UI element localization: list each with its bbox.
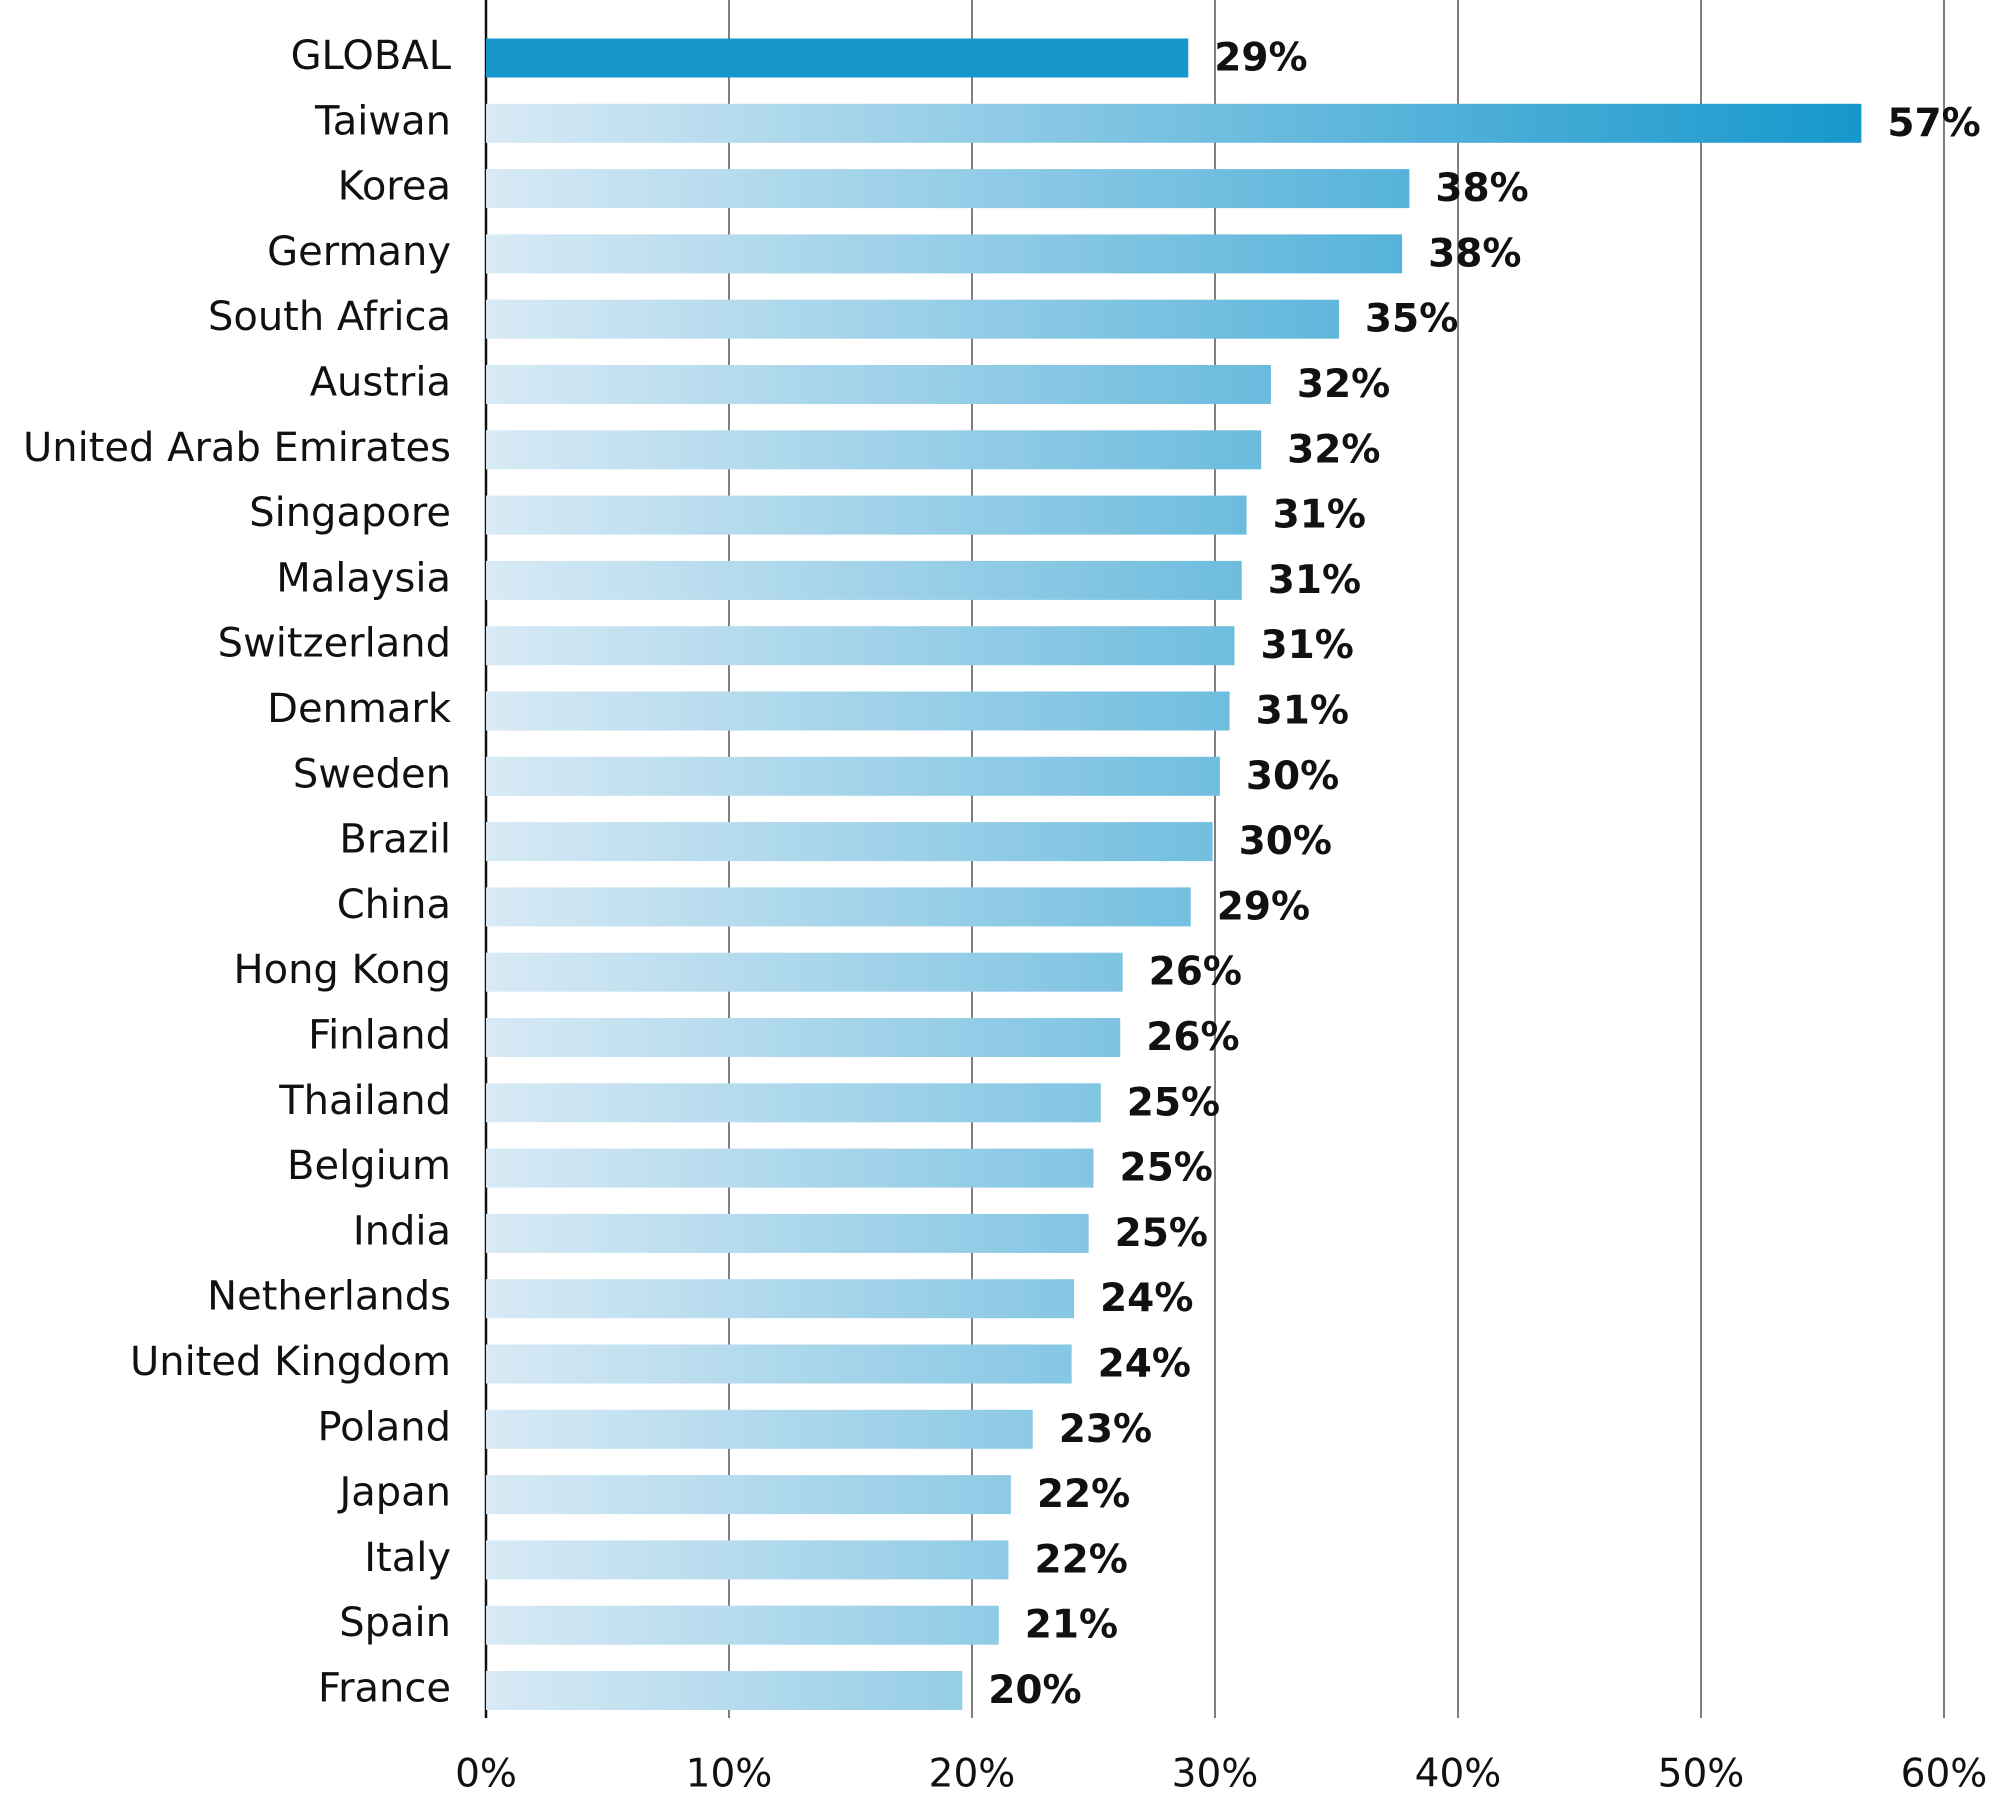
value-label: 32% xyxy=(1287,427,1380,472)
category-label: Switzerland xyxy=(218,621,451,667)
category-label: Netherlands xyxy=(207,1274,451,1320)
value-label: 25% xyxy=(1115,1211,1208,1256)
value-label: 26% xyxy=(1146,1015,1239,1060)
value-label: 24% xyxy=(1098,1342,1191,1387)
category-label: India xyxy=(353,1208,451,1254)
bar xyxy=(486,1409,1033,1449)
value-label: 38% xyxy=(1435,166,1528,211)
value-label: 31% xyxy=(1268,558,1361,603)
bar xyxy=(486,38,1189,78)
bar xyxy=(486,626,1235,666)
value-label: 20% xyxy=(988,1668,1081,1713)
value-label: 22% xyxy=(1037,1472,1130,1517)
category-label: Sweden xyxy=(293,751,451,797)
bar xyxy=(486,495,1247,535)
category-label: South Africa xyxy=(208,294,451,340)
x-tick-label: 60% xyxy=(1901,1752,1988,1794)
category-label: Italy xyxy=(364,1535,451,1581)
x-tick-label: 10% xyxy=(686,1752,773,1794)
bar xyxy=(486,1671,963,1710)
bar xyxy=(486,1344,1072,1384)
value-label: 21% xyxy=(1025,1603,1118,1648)
value-label: 32% xyxy=(1297,362,1390,407)
x-tick-label: 20% xyxy=(929,1752,1016,1794)
bar xyxy=(486,887,1191,927)
bar xyxy=(486,1279,1075,1319)
x-tick-label: 0% xyxy=(455,1752,517,1794)
value-label: 26% xyxy=(1149,950,1242,995)
value-label: 22% xyxy=(1034,1537,1127,1582)
bar xyxy=(486,1540,1009,1580)
category-label: Austria xyxy=(310,360,451,406)
bar xyxy=(486,1475,1011,1515)
value-label: 25% xyxy=(1120,1146,1213,1191)
category-label: Singapore xyxy=(249,490,451,536)
bar xyxy=(486,365,1271,404)
bar xyxy=(486,560,1242,600)
value-label: 31% xyxy=(1273,493,1366,538)
value-label: 30% xyxy=(1246,754,1339,799)
category-label: Brazil xyxy=(339,817,451,863)
value-label: 25% xyxy=(1127,1080,1220,1125)
category-label: Thailand xyxy=(278,1078,451,1124)
category-label: Belgium xyxy=(287,1143,451,1189)
value-label: 29% xyxy=(1214,36,1307,81)
category-label: Spain xyxy=(339,1600,451,1646)
value-label: 31% xyxy=(1256,689,1349,734)
value-label: 24% xyxy=(1100,1276,1193,1321)
bar xyxy=(486,822,1213,862)
category-label: Hong Kong xyxy=(234,947,451,993)
bar xyxy=(486,691,1230,731)
value-label: 57% xyxy=(1887,101,1980,146)
bar xyxy=(486,234,1403,274)
bar xyxy=(486,1148,1094,1188)
x-tick-label: 50% xyxy=(1658,1752,1745,1794)
value-label: 29% xyxy=(1217,884,1310,929)
x-tick-label: 30% xyxy=(1172,1752,1259,1794)
bar xyxy=(486,952,1123,992)
category-label: Finland xyxy=(308,1013,451,1059)
x-tick-label: 40% xyxy=(1415,1752,1502,1794)
category-label: GLOBAL xyxy=(291,33,452,79)
value-label: 23% xyxy=(1059,1407,1152,1452)
category-label: Germany xyxy=(267,229,451,275)
bar xyxy=(486,169,1410,209)
value-label: 35% xyxy=(1365,297,1458,342)
category-label: Poland xyxy=(317,1404,451,1450)
category-label: China xyxy=(337,882,451,928)
value-label: 30% xyxy=(1239,819,1332,864)
bar xyxy=(486,756,1220,796)
bar xyxy=(486,1213,1089,1253)
bar xyxy=(486,299,1339,339)
category-label: Malaysia xyxy=(276,555,451,601)
bar xyxy=(486,1018,1121,1057)
category-label: United Kingdom xyxy=(130,1339,451,1385)
category-label: Korea xyxy=(338,164,451,210)
value-label: 31% xyxy=(1260,623,1353,668)
category-label: Taiwan xyxy=(314,98,451,144)
bar xyxy=(486,430,1262,470)
category-label: Japan xyxy=(336,1470,451,1516)
bar xyxy=(486,1083,1101,1123)
category-label: Denmark xyxy=(267,686,452,732)
category-label: France xyxy=(318,1666,451,1712)
value-label: 38% xyxy=(1428,231,1521,276)
bar xyxy=(486,1605,999,1645)
bar xyxy=(486,103,1862,143)
category-label: United Arab Emirates xyxy=(23,425,451,471)
